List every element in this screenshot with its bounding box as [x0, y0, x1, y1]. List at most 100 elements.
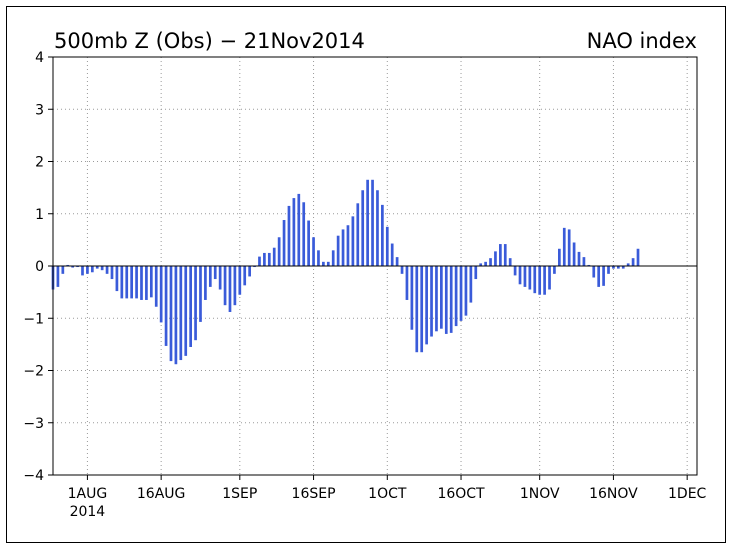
y-tick-label: 2	[35, 155, 44, 171]
bar	[110, 266, 114, 280]
bar	[523, 266, 527, 287]
bar	[405, 266, 409, 300]
bar	[602, 266, 605, 286]
y-tick-label: −4	[23, 468, 44, 484]
outer-frame	[6, 6, 726, 543]
bar	[410, 266, 414, 330]
bar	[204, 266, 207, 300]
bar	[258, 256, 261, 266]
bar	[322, 261, 325, 266]
y-tick-label: −2	[23, 364, 44, 380]
bar	[356, 203, 360, 266]
bar	[189, 266, 192, 347]
bar	[169, 266, 173, 362]
bar	[582, 257, 586, 266]
y-tick-label: −3	[23, 416, 44, 432]
bar	[287, 205, 291, 266]
bar	[105, 266, 109, 274]
bar	[115, 266, 119, 292]
bar	[597, 266, 601, 287]
chart-title: 500mb Z (Obs) − 21Nov2014	[54, 29, 365, 53]
bar	[572, 242, 576, 266]
x-tick-label: 16NOV	[589, 486, 638, 502]
x-tick-label: 1AUG	[68, 486, 108, 502]
bar	[312, 237, 315, 266]
y-tick-label: 4	[35, 50, 44, 66]
bar	[553, 266, 556, 274]
bar	[213, 266, 217, 280]
bar	[528, 266, 532, 290]
bar	[336, 235, 340, 266]
bar	[420, 266, 424, 353]
bar	[513, 266, 517, 276]
bar	[400, 266, 404, 274]
bar	[174, 266, 178, 365]
bars	[51, 179, 640, 365]
bar	[587, 264, 591, 266]
bar	[164, 266, 168, 346]
bar	[494, 251, 497, 266]
bar	[346, 225, 350, 266]
bar	[577, 251, 581, 266]
bar	[444, 266, 448, 334]
bar	[484, 261, 487, 266]
bar	[621, 266, 625, 269]
bar	[435, 266, 438, 332]
bar	[199, 266, 202, 322]
bar	[130, 266, 133, 299]
bar	[218, 266, 222, 290]
bar	[361, 190, 365, 266]
bar	[454, 266, 458, 327]
bar	[425, 266, 428, 345]
x-tick-label: 16AUG	[137, 486, 186, 502]
bar	[538, 266, 542, 295]
y-tick-label: 1	[35, 207, 44, 223]
bar	[558, 248, 561, 266]
x-tick-label: 1NOV	[520, 486, 560, 502]
bar	[518, 266, 522, 285]
bar	[233, 266, 237, 306]
bar	[292, 198, 296, 266]
bar	[474, 266, 478, 280]
bar	[430, 266, 433, 337]
y-tick-label: −1	[23, 311, 44, 327]
bar	[194, 266, 197, 341]
axes	[48, 56, 698, 480]
bar	[184, 266, 188, 356]
bar	[331, 250, 335, 266]
bar	[390, 243, 394, 266]
bar	[66, 264, 70, 266]
bar	[277, 237, 281, 266]
bar	[567, 229, 571, 266]
bar	[415, 266, 419, 353]
bar	[253, 266, 256, 268]
bar	[503, 244, 507, 266]
bar	[248, 266, 251, 277]
y-tick-labels: 4 3 2 1 0 −1 −2 −3 −4	[23, 50, 44, 484]
x-tick-labels: 1AUG 2014 16AUG 1SEP 16SEP 1OCT 16OCT 1NOV 16NOV…	[68, 486, 707, 520]
bar	[592, 266, 596, 278]
bar	[607, 266, 610, 274]
x-tick-label: 16SEP	[292, 486, 336, 502]
bar	[56, 266, 60, 287]
bar	[341, 229, 345, 266]
bar	[71, 266, 75, 268]
bar	[61, 266, 65, 274]
bar	[543, 266, 546, 295]
bar	[366, 179, 369, 266]
bar	[282, 220, 286, 266]
bar	[533, 266, 537, 294]
bar	[125, 266, 129, 299]
bar	[145, 266, 148, 300]
bar	[267, 252, 271, 266]
bar	[612, 266, 615, 269]
bar	[371, 179, 374, 266]
bar	[149, 266, 153, 298]
bar	[223, 266, 227, 306]
x-tick-label: 16OCT	[437, 486, 485, 502]
bar	[263, 252, 266, 266]
bar	[81, 266, 84, 276]
bar	[469, 266, 473, 303]
